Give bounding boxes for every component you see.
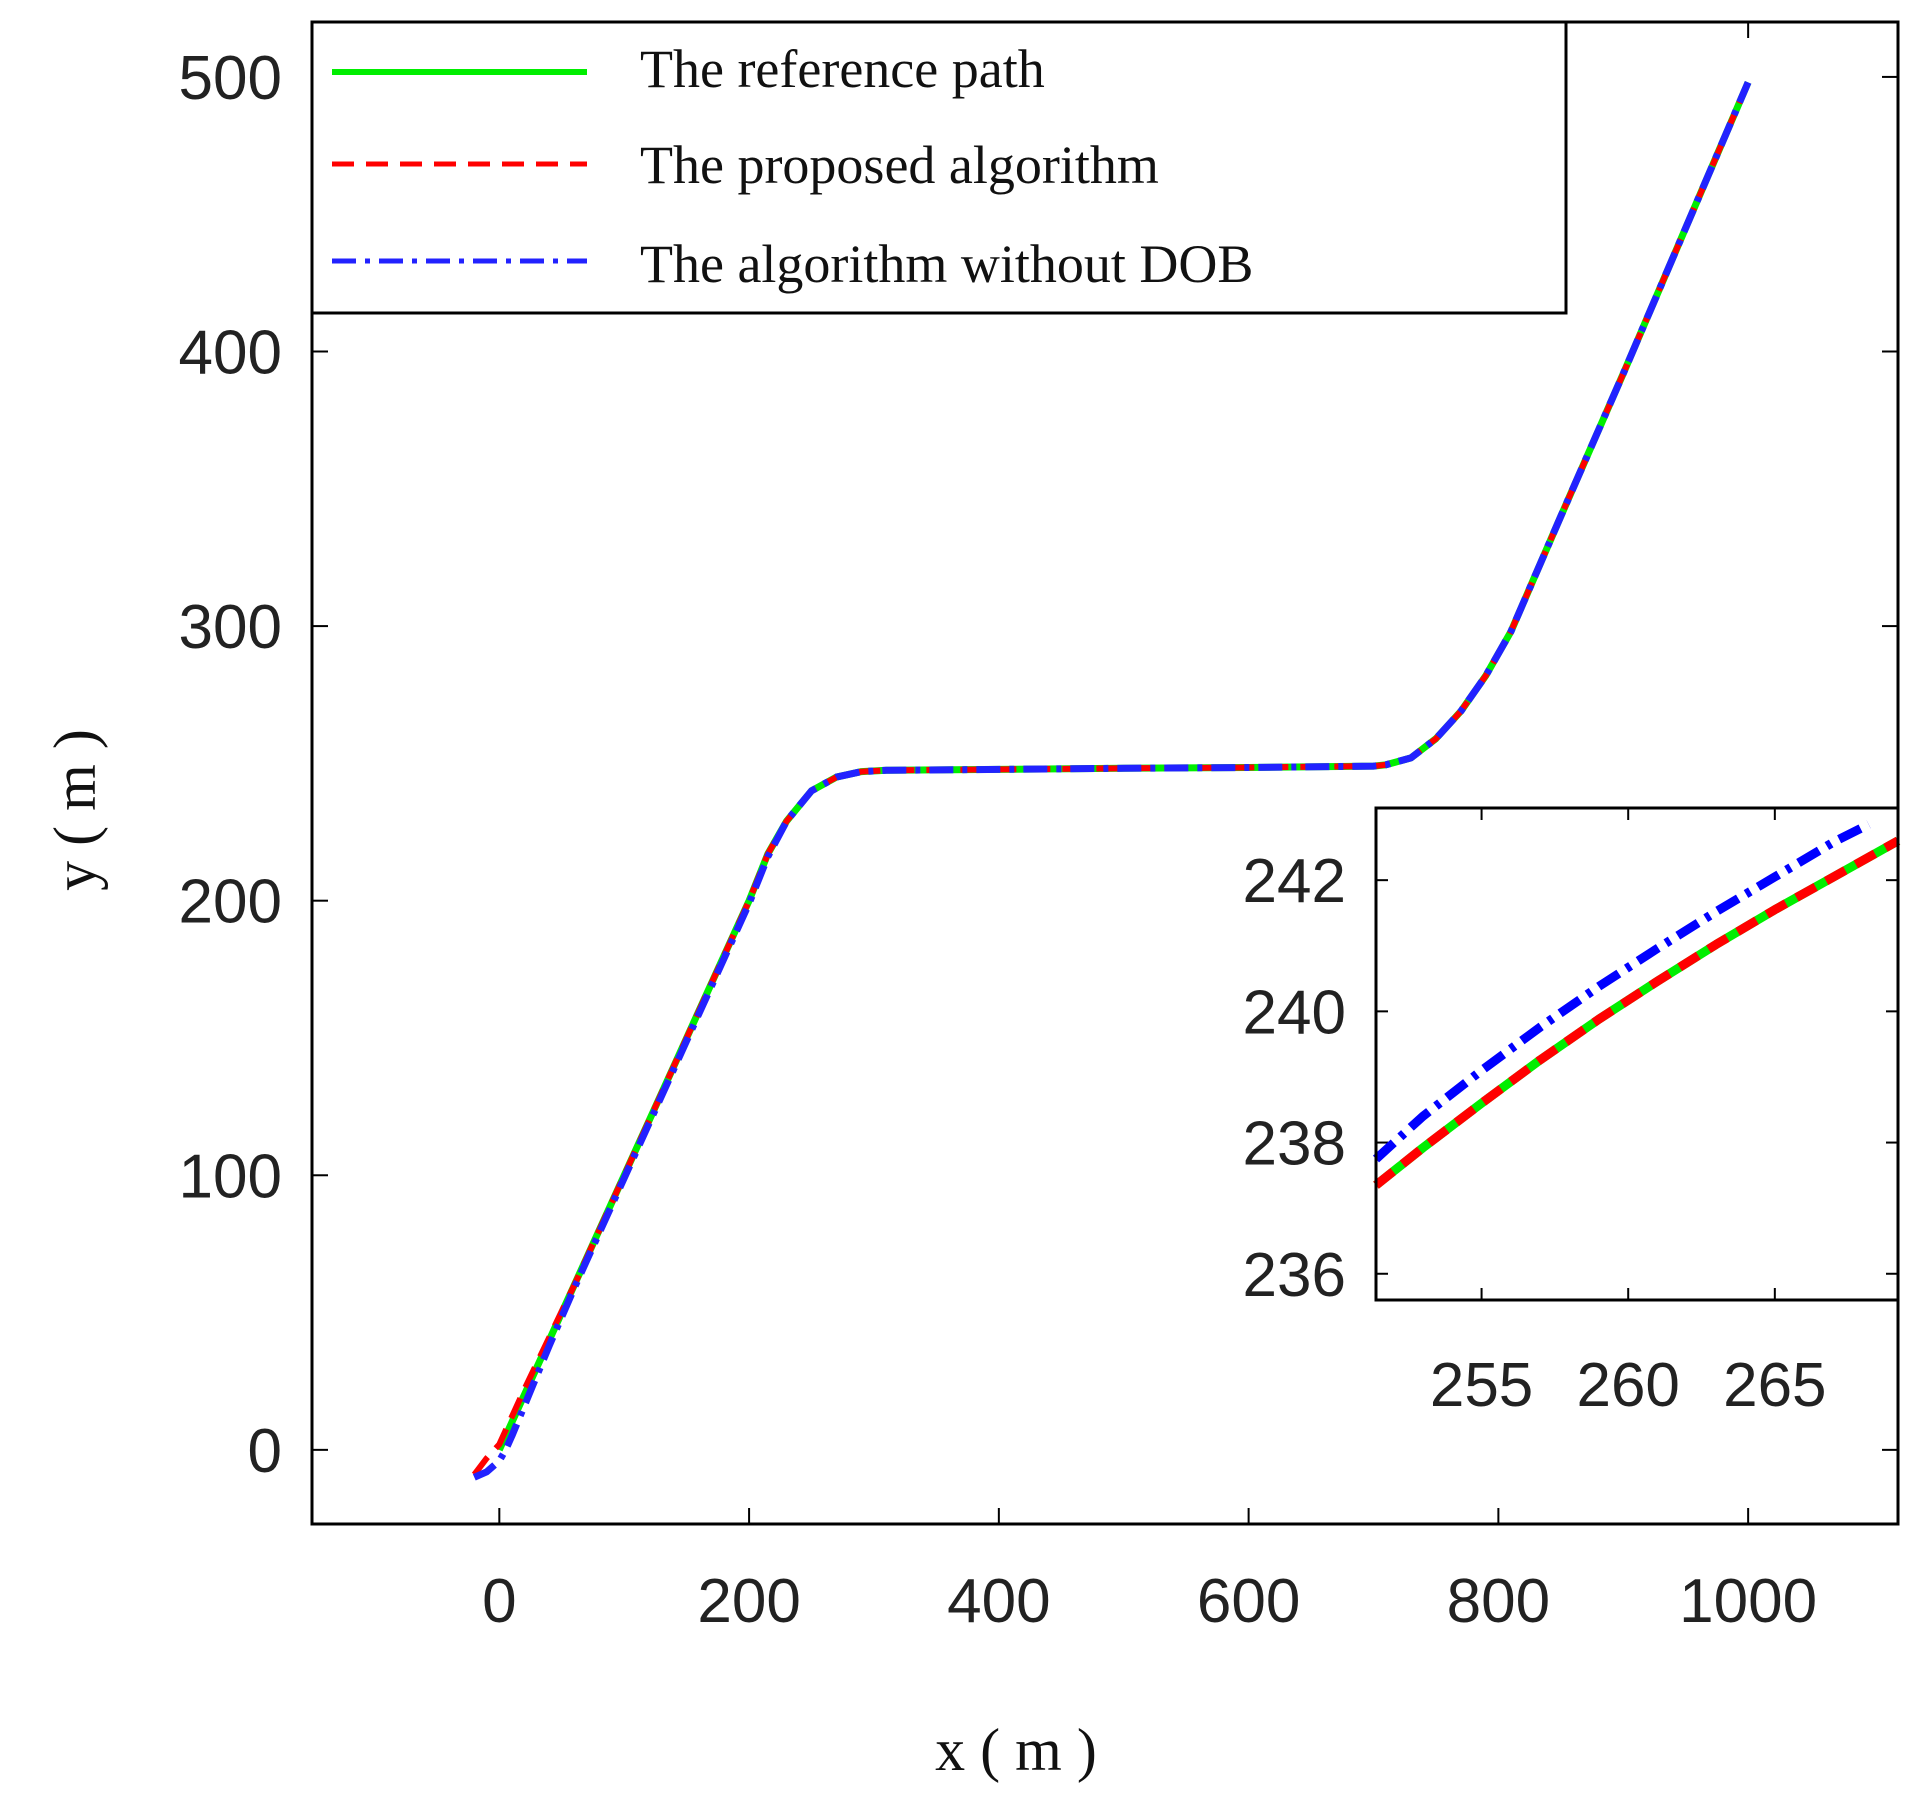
y-tick-label: 242 [1243,847,1346,916]
inset-series-lines [1372,820,1901,1189]
inset-axes-frame [1374,806,1900,1302]
inset-axis-ticks [1376,808,1898,1300]
main-series-lines [471,81,1752,1481]
legend-label-proposed: The proposed algorithm [640,135,1159,195]
x-tick-label: 265 [1723,1351,1826,1420]
inset-tick-labels: 255 260 265 236 238 240 242 [1243,847,1827,1420]
series-line-1 [1373,836,1901,1189]
x-tick-label: 0 [482,1567,516,1636]
y-tick-label: 0 [248,1417,282,1486]
y-tick-label: 200 [179,868,282,937]
inset-zoom-plot: 255 260 265 236 238 240 242 [1243,806,1901,1420]
y-axis-title: y ( m ) [42,729,108,891]
main-tick-labels: 0 200 400 600 800 1000 0 100 200 300 400 500 [179,44,1818,1636]
y-tick-label: 300 [179,593,282,662]
x-tick-label: 400 [947,1567,1050,1636]
y-tick-label: 238 [1243,1110,1346,1179]
series-line-2 [1372,820,1871,1163]
x-tick-label: 255 [1430,1351,1533,1420]
x-tick-label: 200 [697,1567,800,1636]
y-tick-label: 500 [179,44,282,113]
y-tick-label: 240 [1243,978,1346,1047]
legend: The reference path The proposed algorith… [310,20,1568,315]
y-tick-label: 100 [179,1142,282,1211]
x-axis-title: x ( m ) [935,1717,1097,1783]
legend-label-reference: The reference path [640,39,1045,99]
x-tick-label: 260 [1576,1351,1679,1420]
x-tick-label: 800 [1447,1567,1550,1636]
y-tick-label: 400 [179,319,282,388]
x-tick-label: 1000 [1679,1567,1817,1636]
legend-label-without-dob: The algorithm without DOB [640,234,1253,294]
series-line-2 [472,81,1752,1481]
x-tick-label: 600 [1197,1567,1300,1636]
y-tick-label: 236 [1243,1241,1346,1310]
